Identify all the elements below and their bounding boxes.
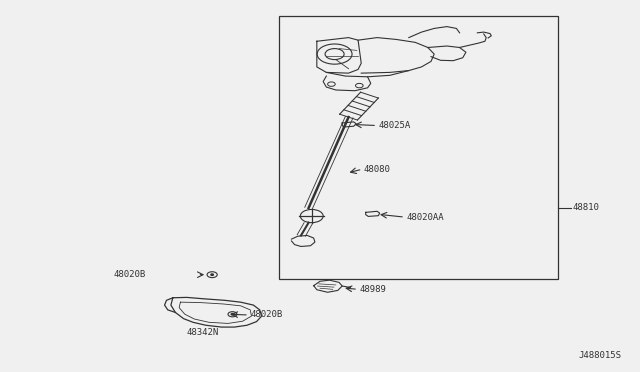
Bar bbox=[279, 16, 558, 279]
Text: 48020B: 48020B bbox=[114, 270, 146, 279]
Circle shape bbox=[211, 274, 213, 275]
Text: 48080: 48080 bbox=[364, 165, 390, 174]
Text: 48810: 48810 bbox=[573, 203, 600, 212]
Text: 48020AA: 48020AA bbox=[406, 213, 444, 222]
Text: 48025A: 48025A bbox=[378, 121, 411, 130]
Circle shape bbox=[231, 314, 234, 315]
Text: 48342N: 48342N bbox=[187, 328, 219, 337]
Text: 48020B: 48020B bbox=[250, 311, 282, 320]
Text: 48989: 48989 bbox=[359, 285, 386, 294]
Text: J488015S: J488015S bbox=[579, 351, 621, 360]
